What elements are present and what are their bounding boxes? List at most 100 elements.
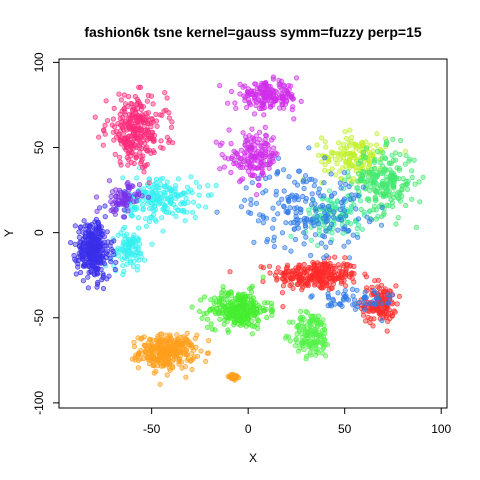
data-point — [307, 265, 314, 271]
data-point — [135, 351, 141, 357]
data-point — [301, 346, 307, 353]
data-point — [319, 350, 325, 356]
data-point — [252, 97, 258, 104]
data-point — [249, 283, 255, 289]
data-point — [119, 108, 125, 114]
data-point — [372, 180, 378, 186]
data-point — [271, 243, 277, 250]
data-point — [253, 200, 259, 206]
data-point — [322, 155, 328, 161]
data-point — [73, 271, 79, 277]
data-point — [167, 332, 173, 338]
data-point — [159, 215, 165, 221]
data-point — [380, 315, 386, 321]
data-point — [365, 174, 372, 180]
data-point — [312, 313, 318, 319]
data-point — [138, 347, 144, 353]
data-point — [176, 356, 182, 362]
data-point — [149, 241, 155, 247]
data-point — [345, 173, 351, 180]
data-point — [148, 133, 154, 139]
data-point — [271, 216, 277, 222]
data-point — [394, 301, 400, 307]
data-point — [352, 306, 358, 312]
data-point — [164, 372, 170, 378]
data-point — [319, 202, 326, 209]
data-point — [167, 194, 173, 200]
data-point — [173, 195, 179, 201]
data-point — [173, 213, 179, 219]
data-point — [316, 186, 322, 192]
data-point — [135, 245, 141, 251]
data-point — [397, 137, 404, 144]
data-point — [311, 330, 317, 336]
data-point — [321, 180, 327, 186]
data-point — [263, 84, 269, 90]
data-point — [276, 77, 282, 83]
data-point — [271, 238, 277, 244]
data-point — [326, 286, 332, 292]
data-point — [312, 232, 318, 238]
data-point — [380, 150, 386, 156]
data-point — [312, 280, 318, 286]
data-point — [188, 174, 194, 180]
data-point — [322, 337, 328, 343]
data-point — [130, 263, 136, 269]
data-point — [323, 228, 329, 234]
data-point — [149, 350, 155, 356]
data-point — [368, 316, 374, 322]
data-point — [85, 274, 91, 280]
data-point — [80, 257, 87, 263]
data-point — [136, 84, 142, 90]
data-point — [389, 175, 395, 181]
data-point — [363, 294, 369, 301]
data-point — [122, 145, 128, 151]
data-point — [283, 265, 290, 271]
data-point — [367, 300, 373, 307]
data-point — [145, 121, 151, 127]
data-point — [146, 206, 153, 212]
data-point — [379, 317, 385, 324]
data-point — [145, 110, 151, 116]
data-point — [151, 208, 157, 214]
data-point — [179, 199, 185, 205]
data-point — [168, 200, 174, 206]
data-point — [219, 140, 225, 146]
data-point — [126, 126, 132, 132]
data-point — [267, 104, 274, 110]
data-point — [104, 229, 110, 235]
data-point — [125, 162, 131, 168]
data-point — [303, 195, 309, 202]
x-tick-label: 0 — [245, 422, 252, 436]
data-point — [111, 105, 117, 112]
plot-frame — [58, 58, 448, 409]
data-point — [372, 156, 378, 162]
data-point — [83, 230, 89, 236]
data-point — [334, 198, 340, 204]
data-point — [94, 284, 100, 290]
data-point — [168, 124, 175, 131]
data-point — [313, 208, 319, 214]
data-point — [175, 207, 182, 213]
data-point — [322, 330, 328, 336]
data-point — [202, 294, 208, 300]
data-point — [373, 301, 379, 307]
data-point — [139, 202, 146, 208]
data-point — [251, 312, 257, 318]
data-point — [359, 173, 365, 179]
data-point — [412, 181, 418, 187]
data-point — [100, 285, 107, 292]
data-point — [183, 335, 189, 342]
data-point — [249, 126, 255, 132]
data-point — [272, 272, 278, 278]
data-point — [389, 200, 395, 206]
data-point — [257, 151, 263, 157]
data-point — [268, 137, 274, 143]
data-point — [95, 259, 102, 265]
data-point — [378, 222, 385, 228]
data-point — [131, 258, 137, 264]
data-point — [390, 136, 396, 142]
data-point — [255, 325, 261, 331]
data-point — [242, 310, 248, 317]
data-point — [256, 85, 263, 91]
